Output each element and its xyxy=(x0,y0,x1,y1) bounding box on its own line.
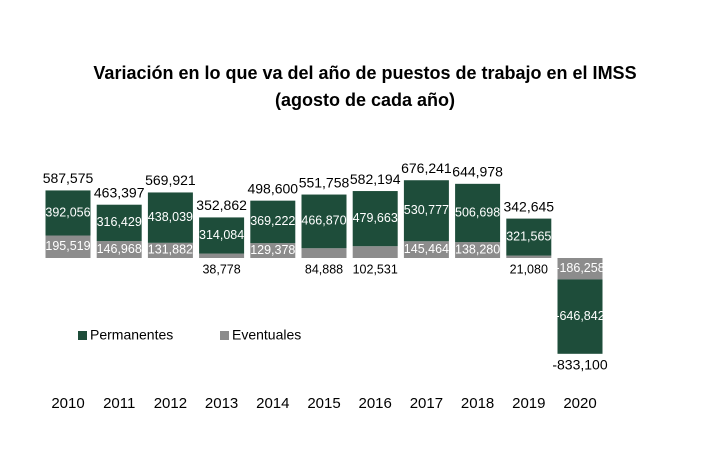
total-label: 587,575 xyxy=(43,170,94,186)
bar-segment xyxy=(301,194,347,249)
chart-title: Variación en lo que va del año de puesto… xyxy=(93,63,636,83)
legend-swatch xyxy=(78,331,87,340)
data-label: 129,378 xyxy=(250,243,295,257)
data-label: 84,888 xyxy=(305,262,343,276)
data-label: 316,429 xyxy=(97,215,142,229)
data-label: 466,870 xyxy=(301,214,346,228)
bar-segment xyxy=(352,191,398,247)
x-tick-label: 2018 xyxy=(461,395,494,412)
bar-segment xyxy=(557,258,603,280)
data-label: 321,565 xyxy=(506,229,551,243)
data-label: 38,778 xyxy=(202,262,240,276)
x-tick-label: 2013 xyxy=(205,395,238,412)
total-label: 463,397 xyxy=(94,184,145,200)
bar-segment xyxy=(403,180,449,242)
bar-segment xyxy=(403,241,449,258)
total-label: 498,600 xyxy=(247,180,298,196)
legend-label: Eventuales xyxy=(232,327,301,343)
bar-segment xyxy=(96,241,142,258)
x-tick-label: 2017 xyxy=(410,395,443,412)
data-label: 131,882 xyxy=(148,243,193,257)
bar-segment xyxy=(455,183,501,243)
x-tick-label: 2014 xyxy=(256,395,289,412)
bar-segment xyxy=(250,243,296,258)
total-label: 342,645 xyxy=(503,198,554,214)
data-label: 479,663 xyxy=(353,211,398,225)
x-tick-label: 2011 xyxy=(103,395,135,412)
bar-segment xyxy=(45,190,91,236)
total-label: 582,194 xyxy=(350,171,401,187)
total-label: -833,100 xyxy=(552,357,607,373)
bar-segment xyxy=(199,217,245,254)
data-label: 195,519 xyxy=(45,239,90,253)
data-label: 314,084 xyxy=(199,228,244,242)
bar-segment xyxy=(352,246,398,258)
legend-swatch xyxy=(220,331,229,340)
x-tick-label: 2015 xyxy=(307,395,340,412)
total-label: 551,758 xyxy=(299,174,350,190)
data-label: 530,777 xyxy=(404,203,449,217)
total-label: 352,862 xyxy=(196,197,247,213)
x-tick-label: 2010 xyxy=(51,395,84,412)
bar-segment xyxy=(506,218,552,256)
total-label: 569,921 xyxy=(145,172,196,188)
data-label: 102,531 xyxy=(353,262,398,276)
data-label: 506,698 xyxy=(455,205,500,219)
bar-segment xyxy=(557,279,603,354)
data-label: 438,039 xyxy=(148,210,193,224)
bar-segment xyxy=(455,242,501,258)
bar-segment xyxy=(45,235,91,258)
data-label: 138,280 xyxy=(455,242,500,256)
bar-segment xyxy=(301,248,347,258)
x-tick-label: 2020 xyxy=(563,395,596,412)
x-tick-label: 2016 xyxy=(359,395,392,412)
bar-segment xyxy=(250,200,296,244)
data-label: -646,842 xyxy=(555,309,604,323)
total-label: 644,978 xyxy=(452,164,503,180)
legend-label: Permanentes xyxy=(90,327,173,343)
chart-subtitle: (agosto de cada año) xyxy=(275,90,455,110)
data-label: 392,056 xyxy=(45,205,90,219)
bar-segment xyxy=(506,255,552,258)
bar-segment xyxy=(147,192,193,243)
bar-segment xyxy=(199,253,245,258)
data-label: 146,968 xyxy=(97,242,142,256)
total-label: 676,241 xyxy=(401,160,452,176)
data-label: 21,080 xyxy=(510,262,548,276)
bar-segment xyxy=(147,242,193,258)
bar-segment xyxy=(96,204,142,242)
x-tick-label: 2012 xyxy=(154,395,187,412)
data-label: 369,222 xyxy=(250,214,295,228)
data-label: 145,464 xyxy=(404,242,449,256)
data-label: -186,258 xyxy=(555,261,604,275)
x-tick-label: 2019 xyxy=(512,395,545,412)
